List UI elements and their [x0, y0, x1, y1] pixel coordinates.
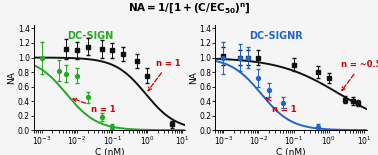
Text: n = 1: n = 1: [73, 98, 116, 114]
Text: n = ~0.5: n = ~0.5: [341, 60, 378, 91]
Text: DC-SIGNR: DC-SIGNR: [249, 31, 302, 41]
Y-axis label: NA: NA: [189, 71, 198, 84]
Text: DC-SIGN: DC-SIGN: [67, 31, 113, 41]
Text: n = 1: n = 1: [148, 59, 181, 91]
Text: n = 1: n = 1: [266, 98, 297, 114]
Y-axis label: NA: NA: [7, 71, 16, 84]
Text: $\mathbf{NA = 1/[1 + (C/EC_{50})^{n}]}$: $\mathbf{NA = 1/[1 + (C/EC_{50})^{n}]}$: [128, 2, 250, 16]
X-axis label: C (nM): C (nM): [95, 148, 124, 155]
X-axis label: C (nM): C (nM): [276, 148, 306, 155]
